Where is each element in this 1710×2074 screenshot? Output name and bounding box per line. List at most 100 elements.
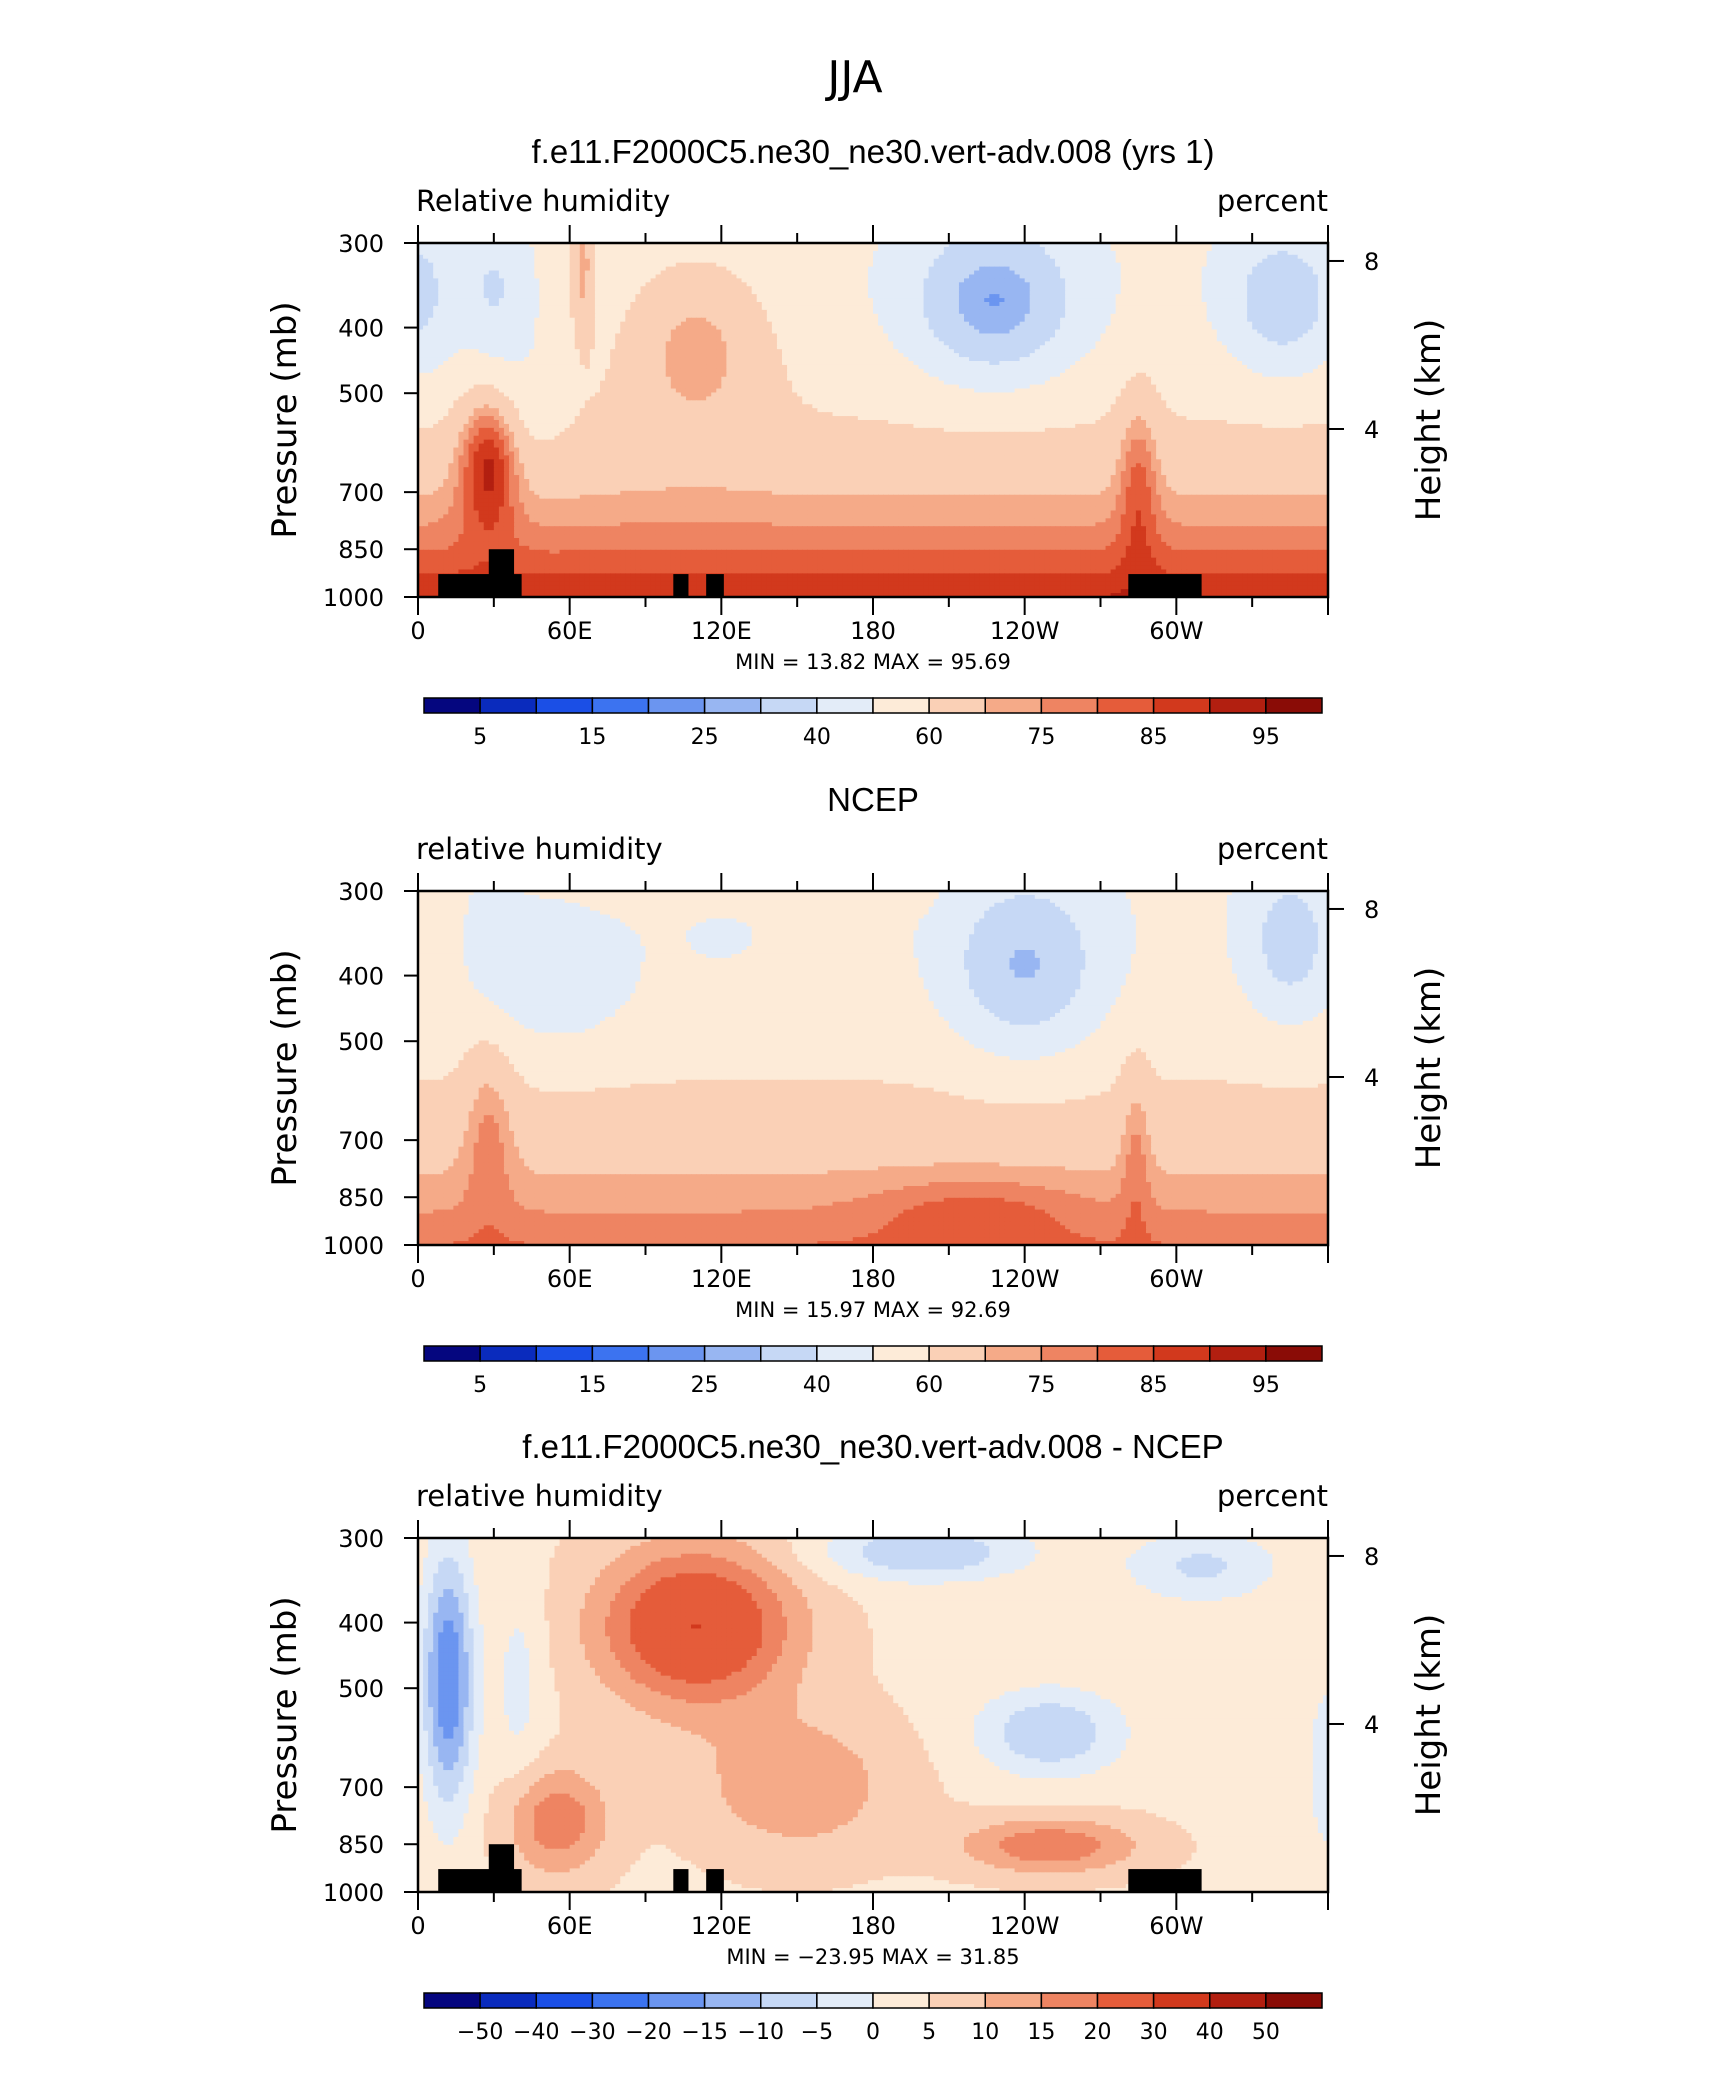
- field-cell: [721, 247, 727, 252]
- field-cell: [1227, 318, 1233, 323]
- field-cell: [646, 326, 652, 331]
- field-cell: [939, 326, 945, 331]
- field-cell: [423, 310, 429, 315]
- field-cell: [1313, 306, 1319, 311]
- field-cell: [469, 322, 475, 327]
- field-cell: [1161, 294, 1167, 299]
- field-cell: [529, 286, 535, 291]
- field-cell: [873, 310, 879, 315]
- field-cell: [570, 306, 576, 311]
- field-cell: [843, 278, 849, 283]
- field-cell: [1050, 247, 1056, 252]
- field-cell: [757, 298, 763, 303]
- field-cell: [898, 298, 904, 303]
- field-cell: [984, 255, 990, 260]
- field-cell: [443, 282, 449, 287]
- field-cell: [772, 255, 778, 260]
- field-cell: [1181, 322, 1187, 327]
- field-cell: [458, 274, 464, 279]
- field-cell: [514, 306, 520, 311]
- field-cell: [934, 271, 940, 276]
- field-cell: [464, 306, 470, 311]
- field-cell: [1171, 314, 1177, 319]
- field-cell: [1247, 282, 1253, 287]
- field-cell: [620, 274, 626, 279]
- field-cell: [1202, 322, 1208, 327]
- field-cell: [1010, 251, 1016, 256]
- field-cell: [464, 290, 470, 295]
- field-cell: [1298, 322, 1304, 327]
- field-cell: [742, 271, 748, 276]
- field-cell: [428, 271, 434, 276]
- field-cell: [590, 247, 596, 252]
- field-cell: [984, 278, 990, 283]
- field-cell: [726, 259, 732, 264]
- field-cell: [782, 298, 788, 303]
- field-cell: [635, 326, 641, 331]
- field-cell: [1015, 306, 1021, 311]
- field-cell: [1192, 251, 1198, 256]
- field-cell: [883, 255, 889, 260]
- field-cell: [681, 306, 687, 311]
- field-cell: [989, 263, 995, 268]
- field-cell: [1247, 310, 1253, 315]
- field-cell: [1035, 306, 1041, 311]
- field-cell: [453, 302, 459, 307]
- field-cell: [731, 314, 737, 319]
- field-cell: [555, 274, 561, 279]
- field-cell: [939, 247, 945, 252]
- field-cell: [954, 314, 960, 319]
- field-cell: [878, 310, 884, 315]
- field-cell: [504, 271, 510, 276]
- field-cell: [726, 267, 732, 272]
- field-cell: [666, 290, 672, 295]
- field-cell: [443, 314, 449, 319]
- field-cell: [1050, 274, 1056, 279]
- field-cell: [1227, 290, 1233, 295]
- field-cell: [585, 314, 591, 319]
- field-cell: [479, 306, 485, 311]
- field-cell: [944, 255, 950, 260]
- field-cell: [863, 314, 869, 319]
- field-cell: [1247, 271, 1253, 276]
- field-cell: [504, 326, 510, 331]
- field-cell: [1106, 259, 1112, 264]
- field-cell: [1111, 267, 1117, 272]
- field-cell: [479, 302, 485, 307]
- field-cell: [635, 294, 641, 299]
- field-cell: [959, 322, 965, 327]
- field-cell: [469, 290, 475, 295]
- field-cell: [661, 278, 667, 283]
- field-cell: [1262, 247, 1268, 252]
- field-cell: [1040, 259, 1046, 264]
- field-cell: [590, 330, 596, 335]
- field-cell: [1151, 306, 1157, 311]
- field-cell: [1004, 322, 1010, 327]
- field-cell: [610, 274, 616, 279]
- field-cell: [1095, 255, 1101, 260]
- field-cell: [555, 290, 561, 295]
- field-cell: [1242, 294, 1248, 299]
- field-cell: [1237, 314, 1243, 319]
- field-cell: [807, 255, 813, 260]
- field-cell: [423, 302, 429, 307]
- field-cell: [817, 298, 823, 303]
- field-cell: [464, 259, 470, 264]
- field-cell: [999, 302, 1005, 307]
- field-cell: [802, 290, 808, 295]
- field-cell: [1004, 298, 1010, 303]
- field-cell: [969, 326, 975, 331]
- field-cell: [1212, 302, 1218, 307]
- field-cell: [656, 274, 662, 279]
- field-cell: [1106, 310, 1112, 315]
- field-cell: [529, 255, 535, 260]
- field-cell: [484, 271, 490, 276]
- field-cell: [822, 259, 828, 264]
- field-cell: [1030, 290, 1036, 295]
- field-cell: [1121, 286, 1127, 291]
- field-cell: [1171, 247, 1177, 252]
- field-cell: [929, 302, 935, 307]
- field-cell: [843, 267, 849, 272]
- field-cell: [570, 294, 576, 299]
- field-cell: [782, 330, 788, 335]
